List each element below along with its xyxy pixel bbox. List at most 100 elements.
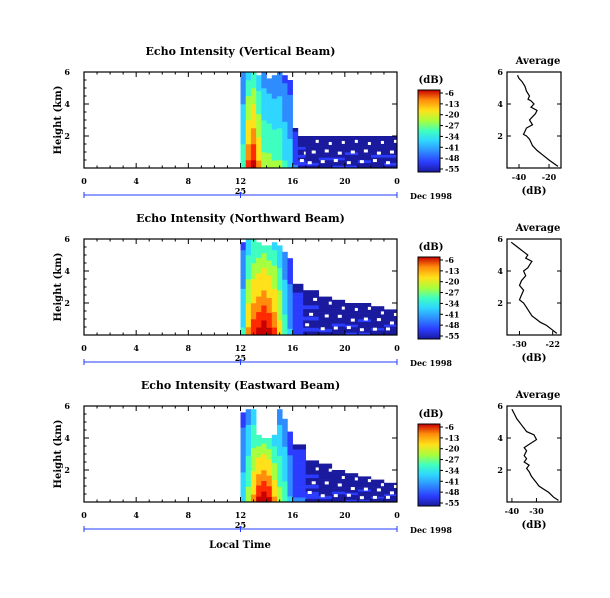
heatmap-cell [277,136,283,145]
heatmap-cell [357,499,372,503]
avg-y-tick-label: 2 [497,131,503,141]
missing-data-cell [337,483,342,487]
heatmap-cell [287,431,293,438]
heatmap-cell [240,280,247,289]
heatmap-cell [245,128,252,137]
heatmap-cell [271,468,278,475]
heatmap-cell [282,446,288,454]
avg-y-tick-label: 6 [497,401,503,411]
heatmap-cell [282,300,288,308]
heatmap-cell [383,330,398,334]
heatmap-cell [331,302,346,306]
heatmap-cell [240,242,247,251]
heatmap-cell [271,490,278,497]
heatmap-cell [240,136,247,145]
heatmap-cell [357,141,372,145]
heatmap-cell [240,120,247,129]
heatmap-cell [271,82,278,91]
heatmap-cell [261,454,267,460]
missing-data-cell [305,323,310,327]
heatmap-cell [240,288,247,297]
y-tick-label: 6 [64,67,70,77]
heatmap-cell [292,330,304,336]
heatmap-cell [292,309,304,314]
x-tick-label: 8 [186,343,192,353]
heatmap-cell [271,496,278,503]
x-tick-label: 4 [133,176,139,186]
heatmap-cell [331,305,346,309]
heatmap-cell [266,153,273,161]
heatmap-cell [240,457,247,465]
heatmap-cell [287,109,293,117]
heatmap-cell [370,306,385,309]
heatmap-cell [277,104,283,113]
heatmap-cell [292,161,299,165]
heatmap-cell [370,500,385,503]
heatmap-cell [256,468,262,475]
y-axis-label: Height (km) [53,420,64,489]
heatmap-cell [318,495,333,500]
y-tick-label: 4 [64,266,70,276]
heatmap-cell [277,72,283,81]
heatmap-cell [318,463,333,468]
heatmap-cell [277,432,283,441]
heatmap-cell [256,462,262,469]
heatmap-cell [250,152,257,161]
heatmap-cell [292,444,307,450]
heatmap-cell [250,409,257,418]
average-panel-2: Average 6 4 2 -30 -22 (dB) [497,223,562,364]
x-tick-label: 16 [287,510,299,520]
heatmap-cell [292,305,304,310]
heatmap-cell [344,160,359,163]
heatmap-cell [357,311,372,314]
heatmap-cell [266,305,273,313]
heatmap-cell [383,498,398,501]
heatmap-cell [331,141,346,145]
heatmap-cell [261,475,267,481]
colorbar-tick-label: -41 [445,309,459,319]
missing-data-cell [346,493,351,497]
heatmap-cell [240,112,247,121]
missing-data-cell [350,487,355,491]
colorbar-tick-label: -34 [445,298,460,308]
heatmap-cell [261,96,267,105]
heatmap-cell [240,96,247,105]
heatmap-cell [250,96,257,105]
heatmap-cell [305,460,320,465]
heatmap-cell [383,320,398,323]
avg-x-tick-label: -30 [512,339,527,349]
missing-data-cell [359,328,364,332]
heatmap-cell [256,490,262,497]
heatmap-cell [344,162,359,166]
missing-data-cell [380,483,385,487]
heatmap-cell [331,326,346,330]
heatmap-cell [277,455,283,464]
heatmap-cell [318,136,333,139]
missing-data-cell [307,490,312,494]
heatmap-cell [370,483,385,486]
missing-data-cell [320,494,325,498]
heatmap-cell [250,104,257,113]
average-title: Average [515,56,561,67]
avg-y-tick-label: 4 [497,266,503,276]
colorbar-tick-label: -20 [445,444,460,454]
heatmap-cell [245,279,252,288]
heatmap-cell [282,272,288,280]
heatmap-cell [303,323,320,328]
colorbar [417,423,441,507]
heatmap-cell [303,320,320,325]
heatmap-cell [318,489,333,493]
heatmap-cell [383,317,398,321]
heatmap-cell [277,160,283,169]
avg-x-label: (dB) [522,353,547,364]
heatmap-cell [331,138,346,142]
heatmap-cell [287,87,293,95]
x-tick-label: 20 [339,343,351,353]
heatmap-cell [318,315,333,320]
heatmap-cell [245,72,252,81]
heatmap-cell [245,486,252,495]
x-tick-label: 8 [186,176,192,186]
missing-data-cell [385,495,390,499]
heatmap-cell [282,432,288,440]
colorbar-tick-label: -27 [445,288,459,298]
